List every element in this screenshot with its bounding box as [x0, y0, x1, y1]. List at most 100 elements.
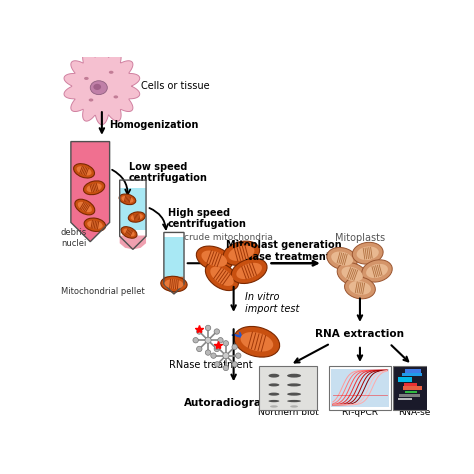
Ellipse shape: [205, 262, 238, 291]
Ellipse shape: [77, 166, 91, 175]
Text: Northern blot: Northern blot: [257, 408, 318, 417]
Text: Low speed
centrifugation: Low speed centrifugation: [129, 162, 208, 183]
Ellipse shape: [90, 81, 107, 95]
Ellipse shape: [352, 242, 383, 264]
Ellipse shape: [287, 374, 301, 378]
Ellipse shape: [214, 329, 219, 334]
Ellipse shape: [234, 327, 280, 357]
Ellipse shape: [201, 250, 227, 267]
Ellipse shape: [223, 353, 229, 359]
Polygon shape: [164, 277, 184, 294]
Ellipse shape: [128, 212, 145, 222]
Ellipse shape: [214, 344, 220, 350]
Ellipse shape: [287, 392, 301, 396]
Bar: [402, 374, 422, 376]
Polygon shape: [164, 237, 184, 277]
Bar: [329, 365, 391, 410]
Ellipse shape: [331, 252, 353, 266]
Text: Cells or tissue: Cells or tissue: [141, 81, 209, 91]
Ellipse shape: [84, 218, 106, 231]
Ellipse shape: [164, 279, 183, 289]
Ellipse shape: [240, 332, 273, 352]
Ellipse shape: [287, 400, 301, 402]
Ellipse shape: [337, 263, 367, 285]
Text: debris
nuclei: debris nuclei: [61, 228, 87, 247]
Ellipse shape: [223, 241, 260, 265]
Ellipse shape: [345, 277, 375, 299]
Bar: [399, 394, 420, 397]
Bar: [393, 365, 436, 410]
Ellipse shape: [197, 329, 202, 334]
Ellipse shape: [211, 353, 216, 358]
Ellipse shape: [327, 247, 357, 270]
Ellipse shape: [193, 337, 198, 343]
Polygon shape: [71, 142, 109, 242]
Polygon shape: [64, 48, 140, 125]
Ellipse shape: [75, 199, 95, 215]
Ellipse shape: [113, 95, 118, 99]
Ellipse shape: [205, 325, 211, 331]
Bar: [398, 377, 411, 382]
Ellipse shape: [237, 263, 262, 279]
Ellipse shape: [362, 260, 392, 282]
Ellipse shape: [228, 246, 255, 261]
Ellipse shape: [89, 99, 93, 101]
Ellipse shape: [84, 77, 89, 80]
Text: Mitoplasts: Mitoplasts: [335, 233, 385, 243]
Text: RNA-se: RNA-se: [398, 408, 430, 417]
Ellipse shape: [109, 71, 113, 74]
Ellipse shape: [197, 346, 202, 352]
Text: RNase treatment: RNase treatment: [169, 360, 252, 370]
Ellipse shape: [223, 341, 228, 346]
Text: Autoradiography: Autoradiography: [184, 398, 283, 409]
Ellipse shape: [232, 362, 237, 367]
Text: crude mitochondria: crude mitochondria: [184, 233, 273, 242]
Ellipse shape: [356, 246, 379, 260]
Ellipse shape: [119, 194, 136, 205]
Ellipse shape: [210, 267, 234, 286]
Text: In vitro
import test: In vitro import test: [245, 292, 300, 314]
Ellipse shape: [73, 164, 94, 178]
Ellipse shape: [231, 258, 267, 283]
Ellipse shape: [121, 227, 137, 238]
Ellipse shape: [349, 281, 371, 295]
Ellipse shape: [214, 362, 220, 367]
Ellipse shape: [268, 383, 279, 386]
Polygon shape: [164, 232, 184, 237]
Ellipse shape: [268, 392, 279, 396]
Bar: [398, 398, 412, 401]
Ellipse shape: [131, 214, 143, 220]
Polygon shape: [120, 188, 146, 230]
Ellipse shape: [236, 353, 241, 358]
Bar: [405, 369, 421, 373]
Bar: [403, 386, 421, 390]
Ellipse shape: [196, 246, 232, 271]
Ellipse shape: [87, 220, 103, 229]
Bar: [404, 383, 417, 386]
Text: Homogenization: Homogenization: [109, 119, 199, 130]
Ellipse shape: [161, 276, 187, 292]
Ellipse shape: [287, 383, 301, 386]
Ellipse shape: [268, 374, 279, 378]
Polygon shape: [120, 180, 146, 188]
Ellipse shape: [218, 337, 223, 343]
Ellipse shape: [366, 264, 388, 278]
Ellipse shape: [214, 346, 219, 352]
Bar: [331, 369, 389, 407]
Ellipse shape: [290, 405, 298, 408]
Text: RNA extraction: RNA extraction: [316, 329, 404, 339]
Bar: [259, 365, 317, 410]
Ellipse shape: [270, 405, 278, 408]
Bar: [405, 391, 417, 393]
Ellipse shape: [83, 181, 105, 195]
Ellipse shape: [341, 267, 363, 282]
Ellipse shape: [268, 400, 279, 402]
Ellipse shape: [121, 196, 134, 203]
Ellipse shape: [123, 228, 135, 236]
Polygon shape: [120, 236, 146, 249]
Ellipse shape: [78, 202, 92, 212]
Text: Mitoplast generation
RNase treatment: Mitoplast generation RNase treatment: [226, 240, 342, 262]
Ellipse shape: [232, 344, 237, 350]
Ellipse shape: [87, 183, 102, 192]
Text: High speed
centrifugation: High speed centrifugation: [168, 208, 246, 229]
